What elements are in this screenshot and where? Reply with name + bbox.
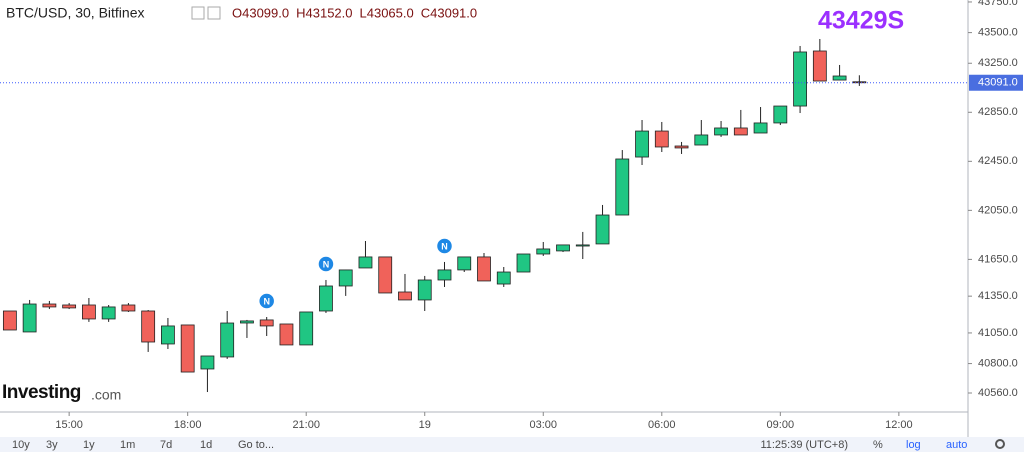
candle-body (457, 256, 472, 271)
x-tick-label: 19 (419, 419, 431, 431)
candle-body (200, 355, 215, 370)
logo: Investing (2, 382, 81, 403)
candle-body (852, 81, 867, 84)
candle-body (338, 269, 353, 287)
candle-body (121, 304, 136, 312)
y-tick-label: 41350.0 (978, 290, 1018, 302)
toolbar-button[interactable]: 1y (83, 439, 95, 451)
toolbar-button[interactable]: 7d (160, 439, 172, 451)
candle-body (42, 303, 57, 308)
icon[interactable] (207, 6, 221, 20)
x-tick-label: 03:00 (529, 419, 557, 431)
candle-body (812, 50, 827, 82)
candle-body (437, 269, 452, 281)
candle-body (240, 320, 254, 324)
y-tick-label: 43500.0 (978, 27, 1018, 39)
event-label: N (441, 241, 448, 251)
x-tick-label: 21:00 (292, 419, 320, 431)
x-tick-label: 15:00 (55, 419, 83, 431)
icon[interactable] (191, 6, 205, 20)
candle-body (81, 304, 96, 320)
toolbar-button[interactable]: 3y (46, 439, 58, 451)
candle-body (220, 322, 235, 358)
event-marker[interactable] (317, 255, 335, 273)
event-label: N (323, 259, 330, 269)
candle-body (595, 214, 610, 245)
candle-body (279, 323, 294, 346)
candle-body (22, 303, 37, 333)
toolbar-button[interactable]: log (906, 439, 921, 451)
candle-body (773, 105, 788, 124)
candle-body (615, 158, 630, 216)
candle-body (536, 248, 551, 255)
candle-body (556, 244, 570, 252)
event-marker[interactable] (435, 237, 454, 255)
ohlc-value: C43091.0 (421, 5, 477, 20)
candle-body (62, 304, 77, 309)
candle-body (299, 311, 314, 346)
candle-body (753, 122, 768, 134)
y-tick-label: 42450.0 (978, 155, 1018, 167)
y-tick-label: 42850.0 (978, 106, 1018, 118)
ohlc-value: O43099.0 (232, 5, 289, 20)
toolbar-button[interactable]: auto (946, 439, 967, 451)
x-tick-label: 09:00 (767, 419, 795, 431)
last-price-label: 43091.0 (978, 77, 1018, 89)
candle-body (398, 291, 412, 301)
annotation: 43429S (818, 7, 904, 35)
candle-body (2, 310, 17, 331)
candle-body (180, 324, 195, 373)
toolbar-button[interactable]: 1m (120, 439, 135, 451)
candle-body (319, 285, 333, 312)
candle-body (674, 145, 689, 149)
y-tick-label: 40800.0 (978, 357, 1018, 369)
candle-body (161, 325, 175, 345)
candle-body (694, 134, 709, 146)
candle-body (516, 253, 531, 273)
toolbar-button[interactable]: 10y (12, 439, 30, 451)
toolbar-button[interactable]: % (873, 439, 883, 451)
candle-body (714, 127, 728, 136)
event-marker[interactable] (257, 292, 276, 310)
toolbar-bg (0, 437, 1024, 452)
candle-body (496, 271, 511, 285)
candle-body (358, 256, 373, 269)
ohlc-value: H43152.0 (296, 5, 352, 20)
candle-body (635, 130, 649, 158)
x-tick-label: 12:00 (885, 419, 913, 431)
candle-body (417, 279, 432, 301)
toolbar-button[interactable]: Go to... (238, 439, 274, 451)
y-tick-label: 43250.0 (978, 57, 1018, 69)
candle-body (101, 306, 116, 320)
candle-body (259, 319, 274, 327)
candle-body (733, 127, 748, 136)
candle-body (378, 256, 393, 294)
candle-body (477, 256, 491, 282)
x-tick-label: 18:00 (174, 419, 202, 431)
y-tick-label: 41650.0 (978, 253, 1018, 265)
candle-body (793, 51, 807, 107)
y-tick-label: 41050.0 (978, 327, 1018, 339)
candle-body (654, 130, 669, 148)
ohlc-value: L43065.0 (360, 5, 414, 20)
y-tick-label: 43750.0 (978, 0, 1018, 8)
candle-body (832, 75, 847, 81)
clock: 11:25:39 (UTC+8) (760, 439, 848, 451)
y-tick-label: 42050.0 (978, 204, 1018, 216)
chart-title: BTC/USD, 30, Bitfinex (6, 5, 145, 21)
event-label: N (263, 296, 270, 306)
settings-icon[interactable] (995, 439, 1005, 449)
candle-body (575, 244, 590, 247)
candle-body (141, 310, 156, 343)
logo-suffix: .com (91, 387, 121, 403)
last-price-box (969, 74, 1023, 91)
y-tick-label: 40560.0 (978, 387, 1018, 399)
toolbar-button[interactable]: 1d (200, 439, 212, 451)
x-tick-label: 06:00 (648, 419, 676, 431)
